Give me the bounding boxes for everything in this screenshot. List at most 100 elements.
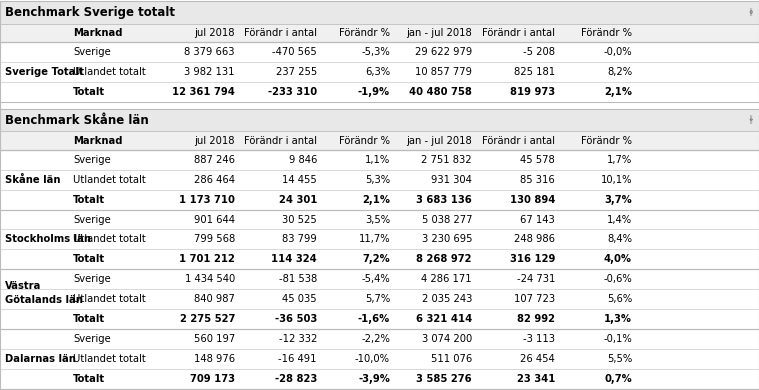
Text: 887 246: 887 246 [194,155,235,165]
Text: 1 434 540: 1 434 540 [184,274,235,284]
Text: Förändr i antal: Förändr i antal [244,28,317,38]
Text: 1,1%: 1,1% [365,155,390,165]
Text: -3 113: -3 113 [523,334,555,344]
Text: Totalt: Totalt [73,87,106,97]
Bar [0,229,759,249]
Text: Förändr %: Förändr % [581,136,632,145]
Bar [0,349,759,369]
Text: 24 301: 24 301 [279,195,317,205]
Text: 5,6%: 5,6% [606,294,632,304]
Text: 1,3%: 1,3% [604,314,632,324]
Text: 23 341: 23 341 [517,374,555,384]
Text: -470 565: -470 565 [272,48,317,57]
Text: -10,0%: -10,0% [355,354,390,364]
Text: ⇓: ⇓ [748,114,754,123]
Text: 14 455: 14 455 [282,175,317,185]
Text: 5,5%: 5,5% [606,354,632,364]
Text: 8,2%: 8,2% [607,67,632,77]
Text: Utlandet totalt: Utlandet totalt [73,294,146,304]
Bar [0,109,759,131]
Text: -233 310: -233 310 [268,87,317,97]
Text: Marknad: Marknad [73,136,122,145]
Text: -1,9%: -1,9% [358,87,390,97]
Text: 30 525: 30 525 [282,215,317,225]
Text: Utlandet totalt: Utlandet totalt [73,67,146,77]
Text: 819 973: 819 973 [510,87,555,97]
Text: 6 321 414: 6 321 414 [416,314,472,324]
Text: Skåne län: Skåne län [5,175,61,185]
Text: 2,1%: 2,1% [362,195,390,205]
Text: 840 987: 840 987 [194,294,235,304]
Text: 45 578: 45 578 [520,155,555,165]
Text: Totalt: Totalt [73,374,106,384]
Bar [0,369,759,389]
Text: -3,9%: -3,9% [358,374,390,384]
Text: 8 379 663: 8 379 663 [184,48,235,57]
Text: 1,4%: 1,4% [607,215,632,225]
Text: Totalt: Totalt [73,314,106,324]
Text: Förändr i antal: Förändr i antal [482,136,555,145]
Bar [0,190,759,209]
Text: 83 799: 83 799 [282,234,317,245]
Text: -0,6%: -0,6% [603,274,632,284]
Text: Förändr i antal: Förändr i antal [244,136,317,145]
Text: 10 857 779: 10 857 779 [415,67,472,77]
Text: 2 275 527: 2 275 527 [180,314,235,324]
Text: -28 823: -28 823 [275,374,317,384]
Bar [0,309,759,329]
Text: 237 255: 237 255 [276,67,317,77]
Text: 26 454: 26 454 [520,354,555,364]
Text: Förändr i antal: Förändr i antal [482,28,555,38]
Bar [0,150,759,170]
Bar [0,170,759,190]
Text: 511 076: 511 076 [431,354,472,364]
Text: 3,7%: 3,7% [604,195,632,205]
Text: -5,4%: -5,4% [361,274,390,284]
Text: 1 701 212: 1 701 212 [179,254,235,264]
Text: 3 074 200: 3 074 200 [422,334,472,344]
Text: 901 644: 901 644 [194,215,235,225]
Text: 560 197: 560 197 [194,334,235,344]
Text: 4,0%: 4,0% [604,254,632,264]
Text: 2 751 832: 2 751 832 [421,155,472,165]
Text: ⇑: ⇑ [748,9,754,18]
Text: 5 038 277: 5 038 277 [421,215,472,225]
Text: Dalarnas län: Dalarnas län [5,354,76,364]
Bar [0,209,759,229]
Text: jan - jul 2018: jan - jul 2018 [406,28,472,38]
Text: Utlandet totalt: Utlandet totalt [73,175,146,185]
Text: Marknad: Marknad [73,28,122,38]
Text: jul 2018: jul 2018 [194,28,235,38]
Text: Sverige: Sverige [73,215,111,225]
Text: 6,3%: 6,3% [365,67,390,77]
Text: 0,7%: 0,7% [604,374,632,384]
Bar [0,62,759,82]
Text: 130 894: 130 894 [509,195,555,205]
Text: Förändr %: Förändr % [339,28,390,38]
Text: 45 035: 45 035 [282,294,317,304]
Text: 29 622 979: 29 622 979 [414,48,472,57]
Text: 82 992: 82 992 [517,314,555,324]
Text: -16 491: -16 491 [279,354,317,364]
Bar [0,131,759,150]
Text: -81 538: -81 538 [279,274,317,284]
Text: 3 982 131: 3 982 131 [184,67,235,77]
Text: 5,3%: 5,3% [365,175,390,185]
Bar [0,1,759,24]
Text: Utlandet totalt: Utlandet totalt [73,354,146,364]
Text: 8,4%: 8,4% [607,234,632,245]
Text: -12 332: -12 332 [279,334,317,344]
Text: 9 846: 9 846 [288,155,317,165]
Text: 3 585 276: 3 585 276 [417,374,472,384]
Text: Totalt: Totalt [73,195,106,205]
Text: -24 731: -24 731 [517,274,555,284]
Text: 825 181: 825 181 [514,67,555,77]
Text: -0,1%: -0,1% [603,334,632,344]
Text: 107 723: 107 723 [514,294,555,304]
Text: 4 286 171: 4 286 171 [421,274,472,284]
Text: 148 976: 148 976 [194,354,235,364]
Text: 3 683 136: 3 683 136 [416,195,472,205]
Text: Förändr %: Förändr % [339,136,390,145]
Text: 7,2%: 7,2% [362,254,390,264]
Text: 709 173: 709 173 [190,374,235,384]
